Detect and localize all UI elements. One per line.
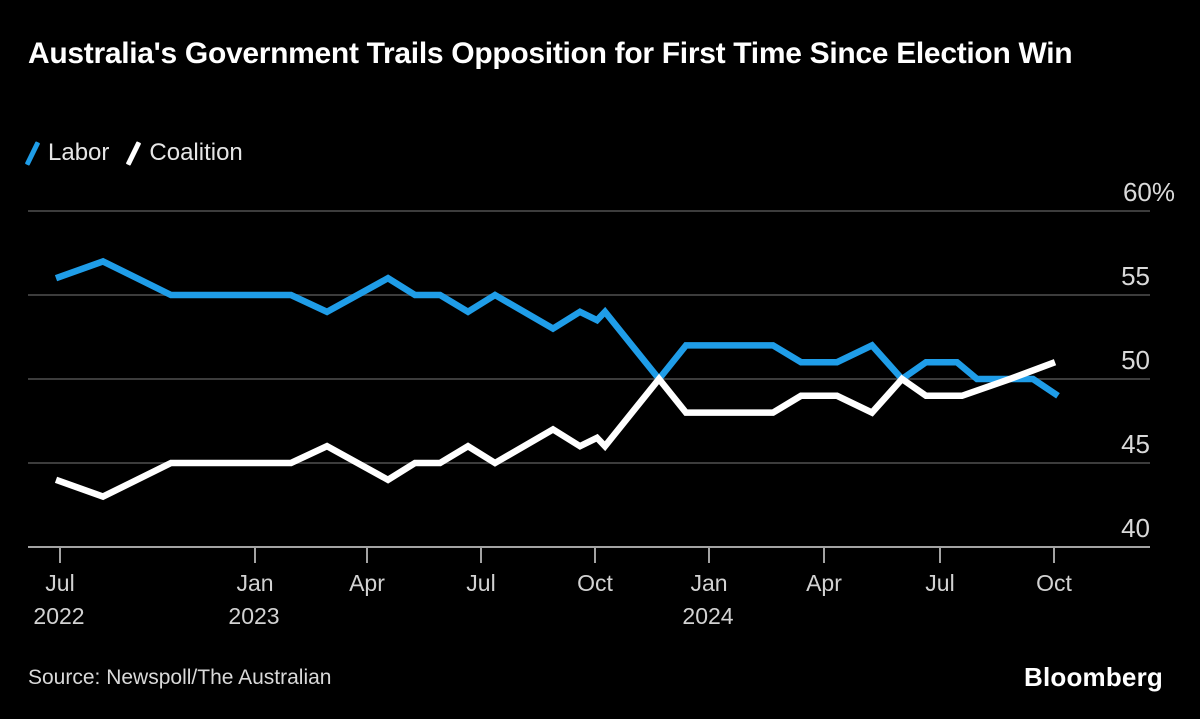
y-axis-label: 45 [1121,429,1150,459]
y-axis-label: 50 [1121,345,1150,375]
y-axis-label: 55 [1121,261,1150,291]
legend-label: Coalition [149,139,243,166]
y-axis-label: 60% [1122,177,1175,207]
x-axis-label-month: Oct [577,570,613,596]
x-axis-label-year: 2023 [228,603,280,629]
y-axis-label: 40 [1121,513,1150,543]
legend-label: Labor [48,139,110,166]
x-axis-label-month: Jul [925,570,955,596]
coalition-line [54,359,1057,501]
source-note: Source: Newspoll/The Australian [28,666,332,689]
x-axis-label-month: Jan [690,570,728,596]
chart-legend: Labor Coalition [24,139,243,167]
x-axis-label-month: Oct [1036,570,1072,596]
x-axis-label-month: Apr [349,570,385,596]
x-axis-label-year: 2022 [33,603,85,629]
page-title: Australia's Government Trails Opposition… [28,37,1073,70]
bloomberg-logo: Bloomberg [1023,662,1163,692]
x-axis-label-month: Jul [45,570,75,596]
legend-item-coalition: Coalition [126,139,243,167]
labor-line [54,257,1060,399]
x-axis-label-year: 2024 [682,603,734,629]
legend-item-labor: Labor [24,139,110,167]
x-axis-label-month: Apr [806,570,842,596]
x-axis-label-month: Jan [236,570,274,596]
x-axis-label-month: Jul [466,570,496,596]
